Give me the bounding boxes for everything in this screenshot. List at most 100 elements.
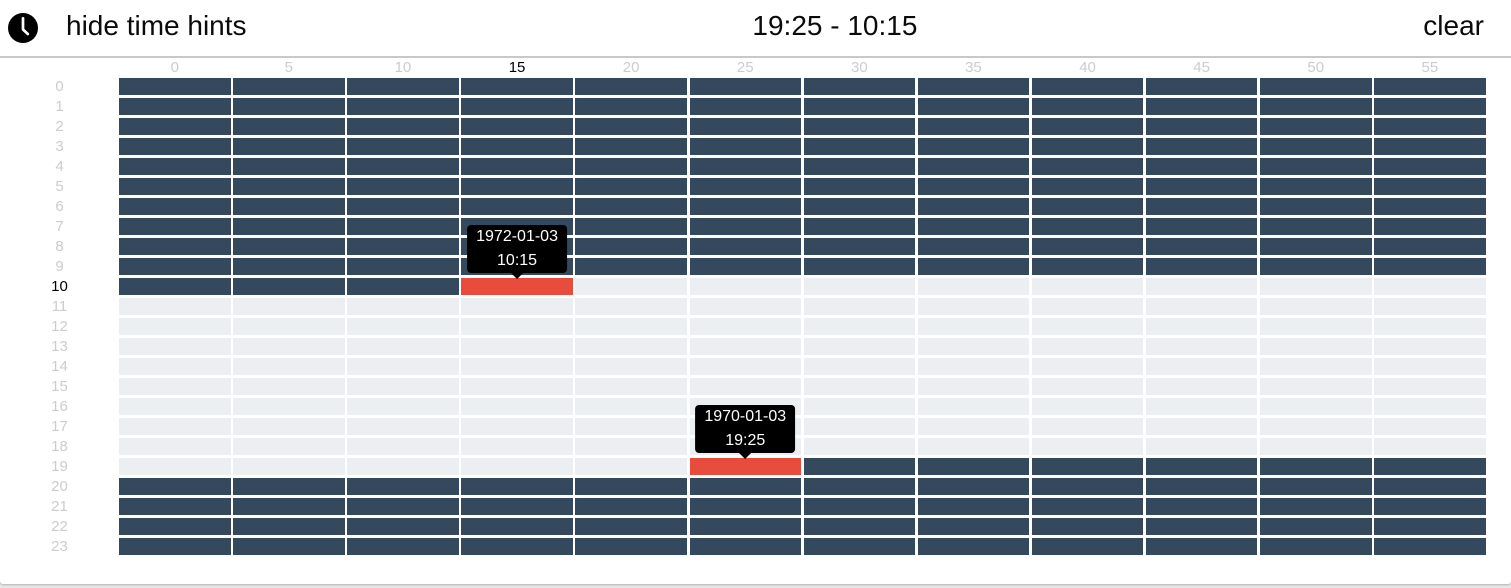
time-cell[interactable] [917,198,1030,215]
time-cell-marker[interactable] [461,278,573,295]
time-cell[interactable] [689,238,801,255]
time-cell[interactable] [233,418,345,435]
time-cell[interactable] [689,518,801,535]
time-cell[interactable] [1145,478,1258,495]
time-cell[interactable] [803,438,916,455]
time-cell[interactable] [689,138,801,155]
time-cell[interactable] [803,338,916,355]
time-cell[interactable] [803,358,916,375]
time-cell[interactable] [1374,278,1486,295]
time-cell[interactable] [233,438,345,455]
time-cell[interactable] [1374,518,1486,535]
time-cell[interactable] [119,338,231,355]
time-cell[interactable] [689,338,801,355]
time-cell[interactable] [917,478,1030,495]
time-cell[interactable] [461,178,573,195]
time-cell[interactable] [1031,538,1144,555]
time-cell[interactable] [347,418,459,435]
time-cell[interactable] [803,478,916,495]
time-cell[interactable] [347,518,459,535]
time-cell[interactable] [1374,438,1486,455]
time-cell[interactable] [1374,258,1486,275]
time-cell[interactable] [575,378,687,395]
time-cell[interactable] [347,138,459,155]
time-cell[interactable] [233,258,345,275]
time-cell[interactable] [689,178,801,195]
time-cell[interactable] [803,458,916,475]
time-cell[interactable] [917,358,1030,375]
time-cell[interactable] [1031,218,1144,235]
time-cell-marker[interactable] [689,458,801,475]
time-cell[interactable] [1031,178,1144,195]
time-cell[interactable] [1260,318,1372,335]
time-cell[interactable] [917,258,1030,275]
time-cell[interactable] [347,258,459,275]
time-cell[interactable] [575,518,687,535]
time-cell[interactable] [461,118,573,135]
time-cell[interactable] [233,298,345,315]
time-cell[interactable] [119,138,231,155]
time-cell[interactable] [803,398,916,415]
time-cell[interactable] [1374,98,1486,115]
time-cell[interactable] [575,138,687,155]
time-cell[interactable] [917,498,1030,515]
time-cell[interactable] [1260,438,1372,455]
time-cell[interactable] [575,338,687,355]
time-cell[interactable] [1145,318,1258,335]
time-cell[interactable] [803,278,916,295]
time-cell[interactable] [575,158,687,175]
time-cell[interactable] [575,98,687,115]
time-cell[interactable] [575,458,687,475]
time-cell[interactable] [233,198,345,215]
time-cell[interactable] [803,538,916,555]
time-cell[interactable] [917,418,1030,435]
time-cell[interactable] [461,478,573,495]
time-cell[interactable] [1260,98,1372,115]
time-cell[interactable] [575,398,687,415]
time-cell[interactable] [1374,178,1486,195]
time-cell[interactable] [347,438,459,455]
time-cell[interactable] [917,538,1030,555]
time-cell[interactable] [1260,518,1372,535]
time-cell[interactable] [119,178,231,195]
time-cell[interactable] [1374,78,1486,95]
time-cell[interactable] [347,298,459,315]
time-cell[interactable] [1374,218,1486,235]
time-cell[interactable] [803,218,916,235]
time-cell[interactable] [917,98,1030,115]
time-cell[interactable] [1260,258,1372,275]
time-cell[interactable] [119,458,231,475]
time-cell[interactable] [1260,278,1372,295]
time-cell[interactable] [461,498,573,515]
time-cell[interactable] [689,538,801,555]
time-cell[interactable] [1145,78,1258,95]
time-cell[interactable] [347,498,459,515]
time-cell[interactable] [233,478,345,495]
time-cell[interactable] [119,298,231,315]
clock-icon[interactable] [8,13,38,43]
time-cell[interactable] [1374,158,1486,175]
time-cell[interactable] [1031,118,1144,135]
time-cell[interactable] [1260,218,1372,235]
time-cell[interactable] [1145,338,1258,355]
time-cell[interactable] [1374,318,1486,335]
time-cell[interactable] [347,178,459,195]
time-cell[interactable] [689,78,801,95]
time-cell[interactable] [917,398,1030,415]
time-cell[interactable] [1145,498,1258,515]
time-cell[interactable] [119,538,231,555]
time-cell[interactable] [347,158,459,175]
time-cell[interactable] [1260,498,1372,515]
time-cell[interactable] [803,258,916,275]
time-cell[interactable] [119,378,231,395]
time-cell[interactable] [119,218,231,235]
hide-time-hints-button[interactable]: hide time hints [66,10,247,41]
time-cell[interactable] [347,238,459,255]
time-cell[interactable] [575,318,687,335]
time-cell[interactable] [347,458,459,475]
time-cell[interactable] [1145,378,1258,395]
time-cell[interactable] [575,238,687,255]
time-cell[interactable] [575,78,687,95]
time-cell[interactable] [1145,218,1258,235]
time-cell[interactable] [119,278,231,295]
